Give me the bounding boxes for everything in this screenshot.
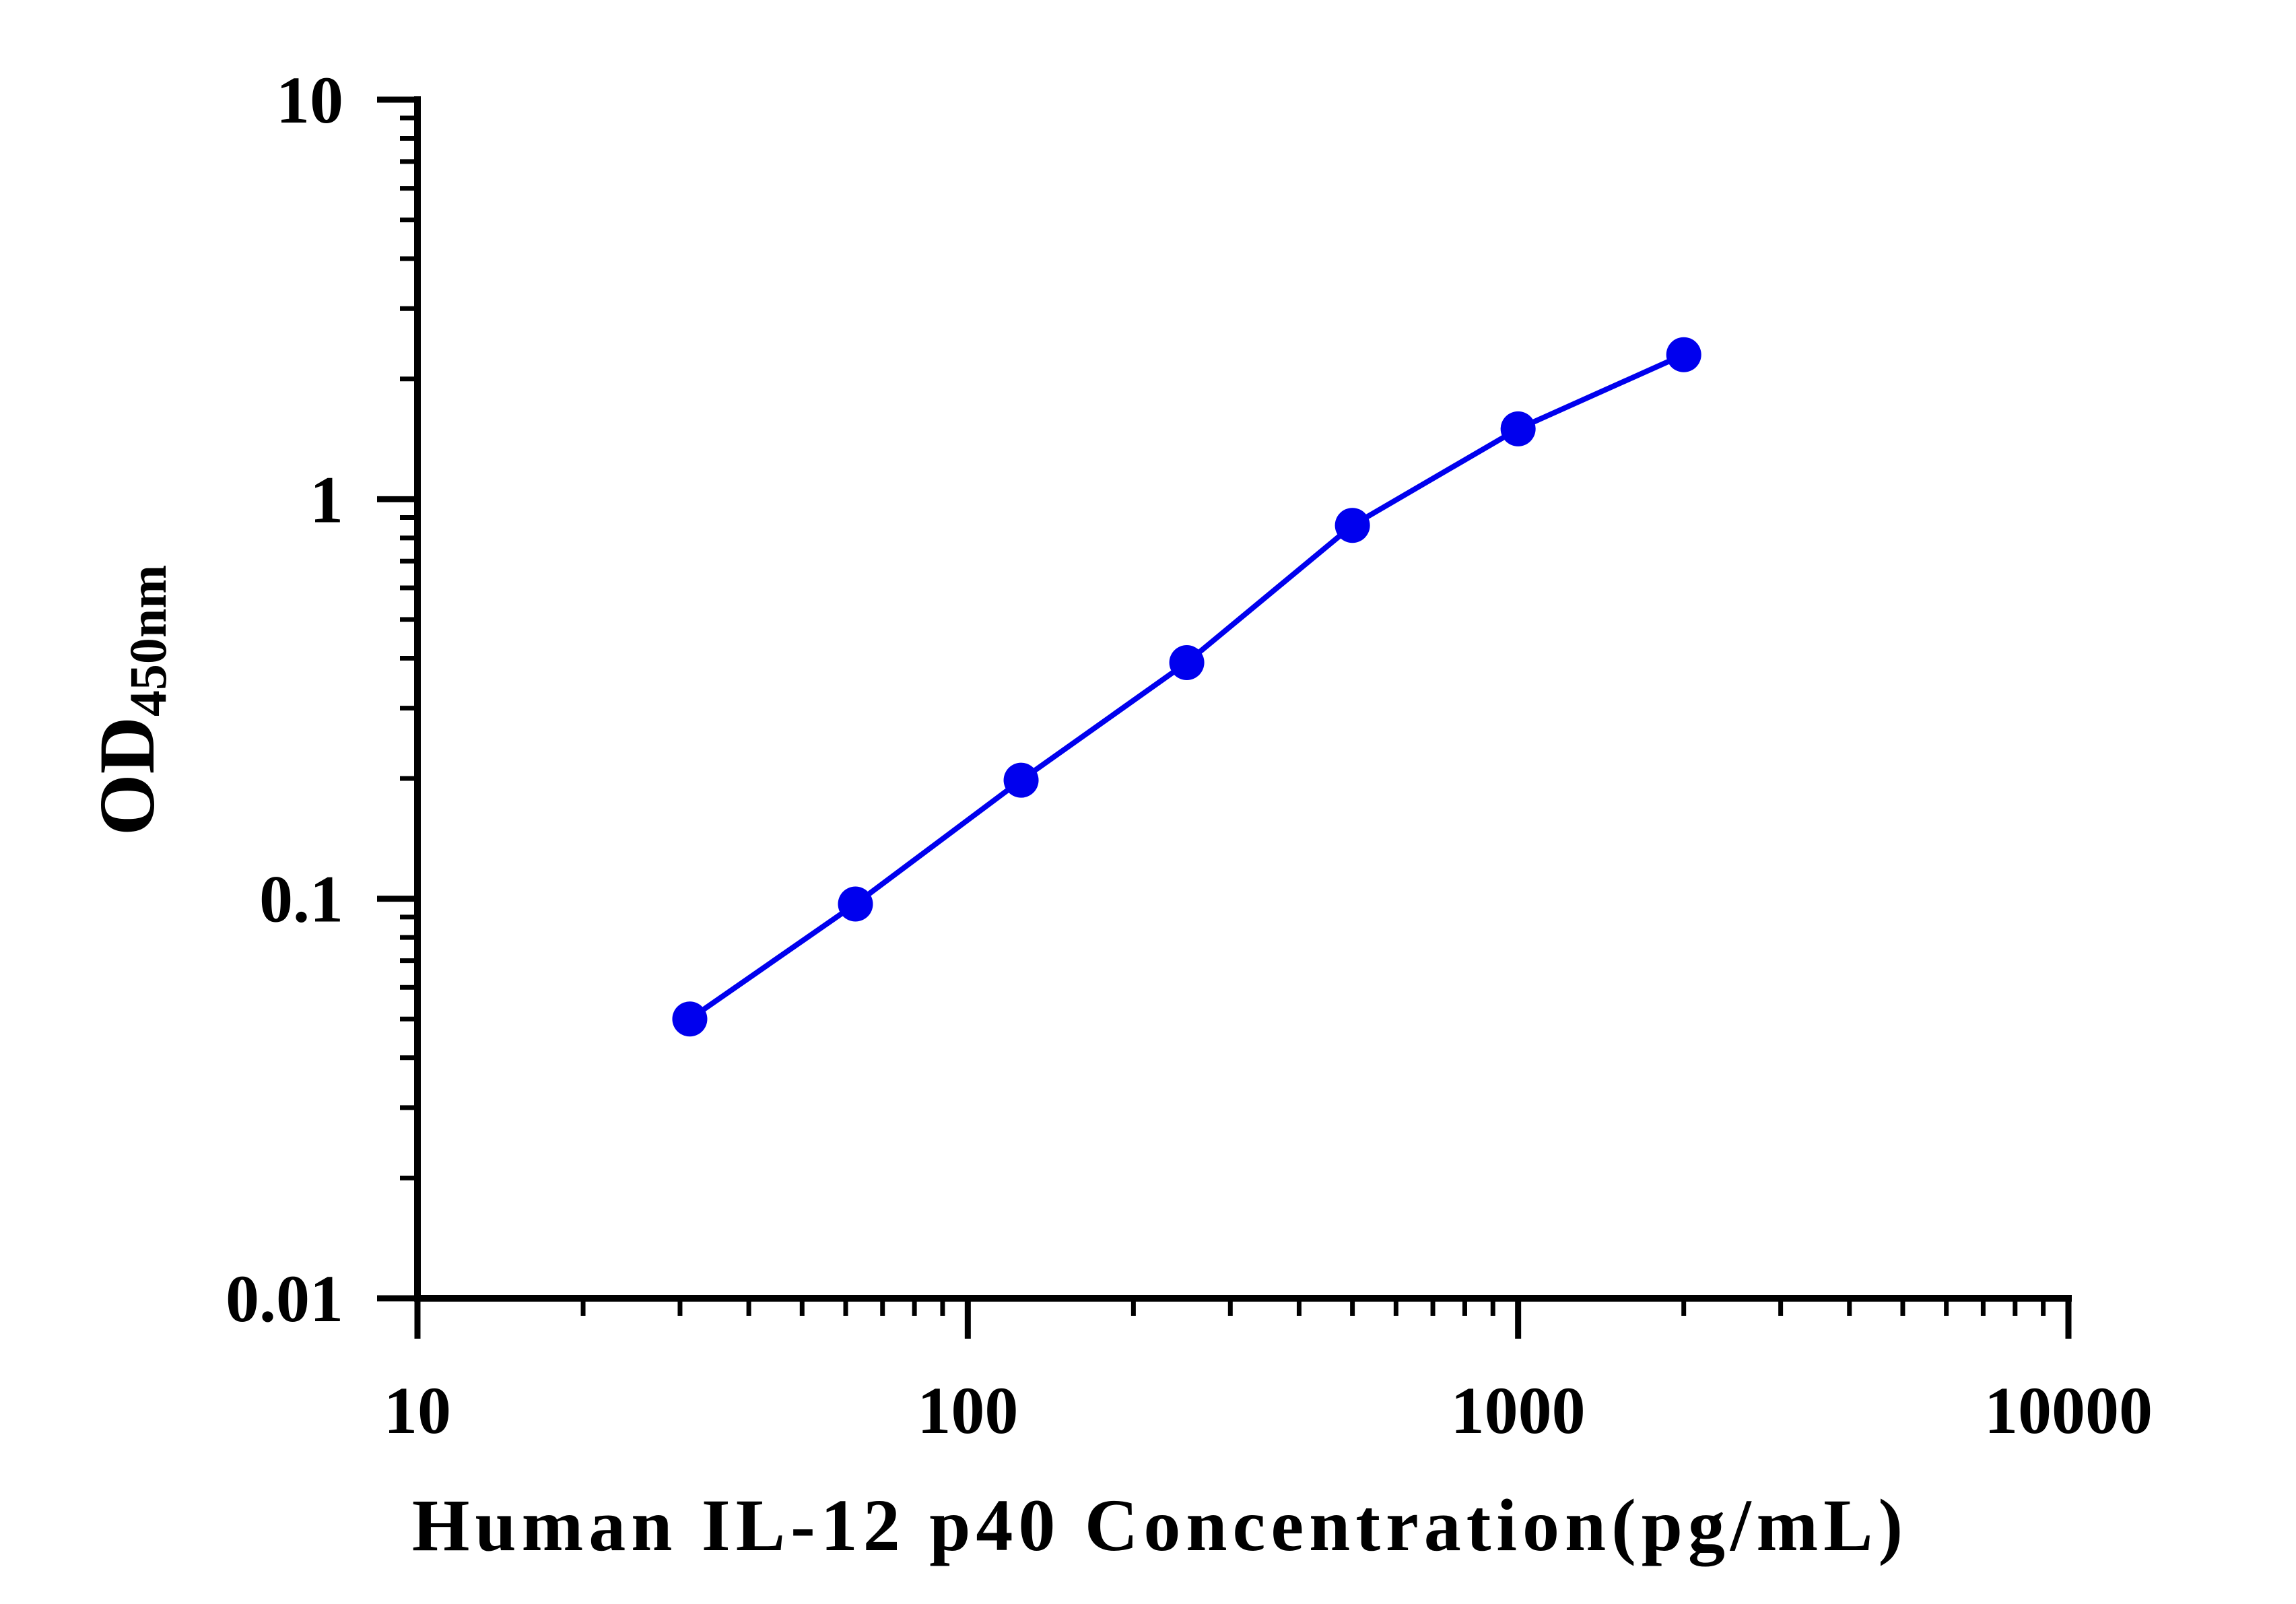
x-tick-label: 1000: [1451, 1373, 1586, 1448]
series-line: [688, 352, 1685, 1022]
y-axis-ticks: [377, 96, 417, 1302]
x-tick-label: 10: [384, 1373, 451, 1448]
x-tick-label: 10000: [1984, 1373, 2153, 1448]
data-point: [1003, 762, 1039, 798]
data-point: [1335, 508, 1370, 543]
x-tick-label: 100: [917, 1373, 1018, 1448]
y-tick-label: 0.01: [226, 1261, 343, 1336]
y-axis-tick-labels: 0.01 0.1 1 10: [226, 63, 343, 1336]
x-axis-title: Human IL-12 p40 Concentration(pg/mL): [412, 1484, 1908, 1566]
x-axis-tick-labels: 10 100 1000 10000: [384, 1373, 2153, 1448]
data-point: [672, 1001, 708, 1037]
data-point: [1500, 411, 1536, 446]
y-tick-label: 10: [276, 63, 343, 137]
y-axis-title: OD450nm: [83, 565, 177, 836]
data-point: [838, 886, 873, 922]
axes: 0.01 0.1 1 10 10 100 1000 10000: [226, 63, 2153, 1448]
data-point: [1666, 337, 1701, 372]
x-axis-ticks: [414, 1298, 2072, 1339]
data-point: [1169, 644, 1205, 680]
y-tick-label: 0.1: [259, 862, 343, 937]
y-axis-title-subscript: 450nm: [119, 565, 177, 716]
series-layer: [672, 337, 1701, 1037]
y-axis-title-main: OD: [83, 716, 171, 836]
y-tick-label: 1: [310, 462, 343, 537]
